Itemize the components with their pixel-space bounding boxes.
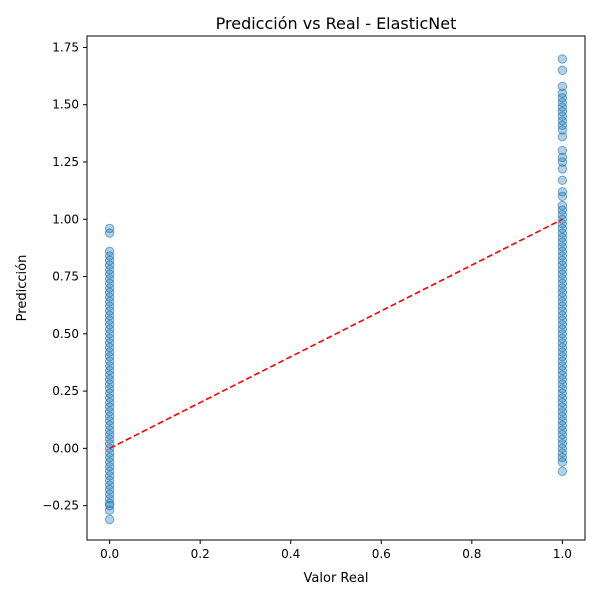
data-points	[104, 54, 568, 525]
data-point	[557, 466, 568, 476]
data-point	[104, 223, 115, 234]
plot-frame	[86, 35, 586, 541]
data-point	[557, 81, 568, 92]
x-tick-label: 0.4	[281, 547, 300, 561]
y-tick-label: 1.50	[52, 98, 79, 112]
data-point	[104, 514, 115, 525]
y-tick-label: −0.25	[42, 499, 79, 513]
y-tick-label: 0.75	[52, 270, 79, 284]
x-axis-label: Valor Real	[304, 571, 369, 586]
data-point	[557, 164, 568, 174]
data-point	[557, 132, 568, 142]
x-tick-label: 0.2	[191, 547, 210, 561]
data-point	[557, 200, 568, 211]
x-axis-ticks: 0.0 0.2 0.4 0.6 0.8 1.0	[100, 540, 572, 561]
y-tick-label: 1.75	[52, 40, 79, 54]
y-tick-label: 1.00	[52, 212, 79, 226]
y-tick-label: 0.25	[52, 384, 79, 398]
data-point	[104, 500, 115, 511]
reference-line-group	[109, 218, 563, 450]
data-point	[557, 187, 568, 197]
y-axis-label: Predicción	[15, 255, 30, 322]
y-tick-label: 0.50	[52, 327, 79, 341]
chart-title: Predicción vs Real - ElasticNet	[216, 14, 457, 33]
data-point	[557, 88, 568, 98]
data-point	[557, 175, 568, 186]
x-tick-label: 1.0	[553, 547, 572, 561]
reference-line	[109, 218, 563, 450]
data-point	[557, 152, 568, 163]
y-tick-label: 1.25	[52, 155, 79, 169]
x-tick-label: 0.0	[100, 547, 119, 561]
data-point	[104, 246, 115, 257]
y-axis-ticks: −0.25 0.00 0.25 0.50 0.75 1.00 1.25 1.50 1.75	[42, 40, 87, 513]
y-tick-label: 0.00	[52, 441, 79, 455]
x-tick-label: 0.8	[462, 547, 481, 561]
data-point	[557, 65, 568, 76]
data-point	[557, 145, 568, 156]
x-tick-label: 0.6	[372, 547, 391, 561]
data-point	[557, 54, 568, 64]
